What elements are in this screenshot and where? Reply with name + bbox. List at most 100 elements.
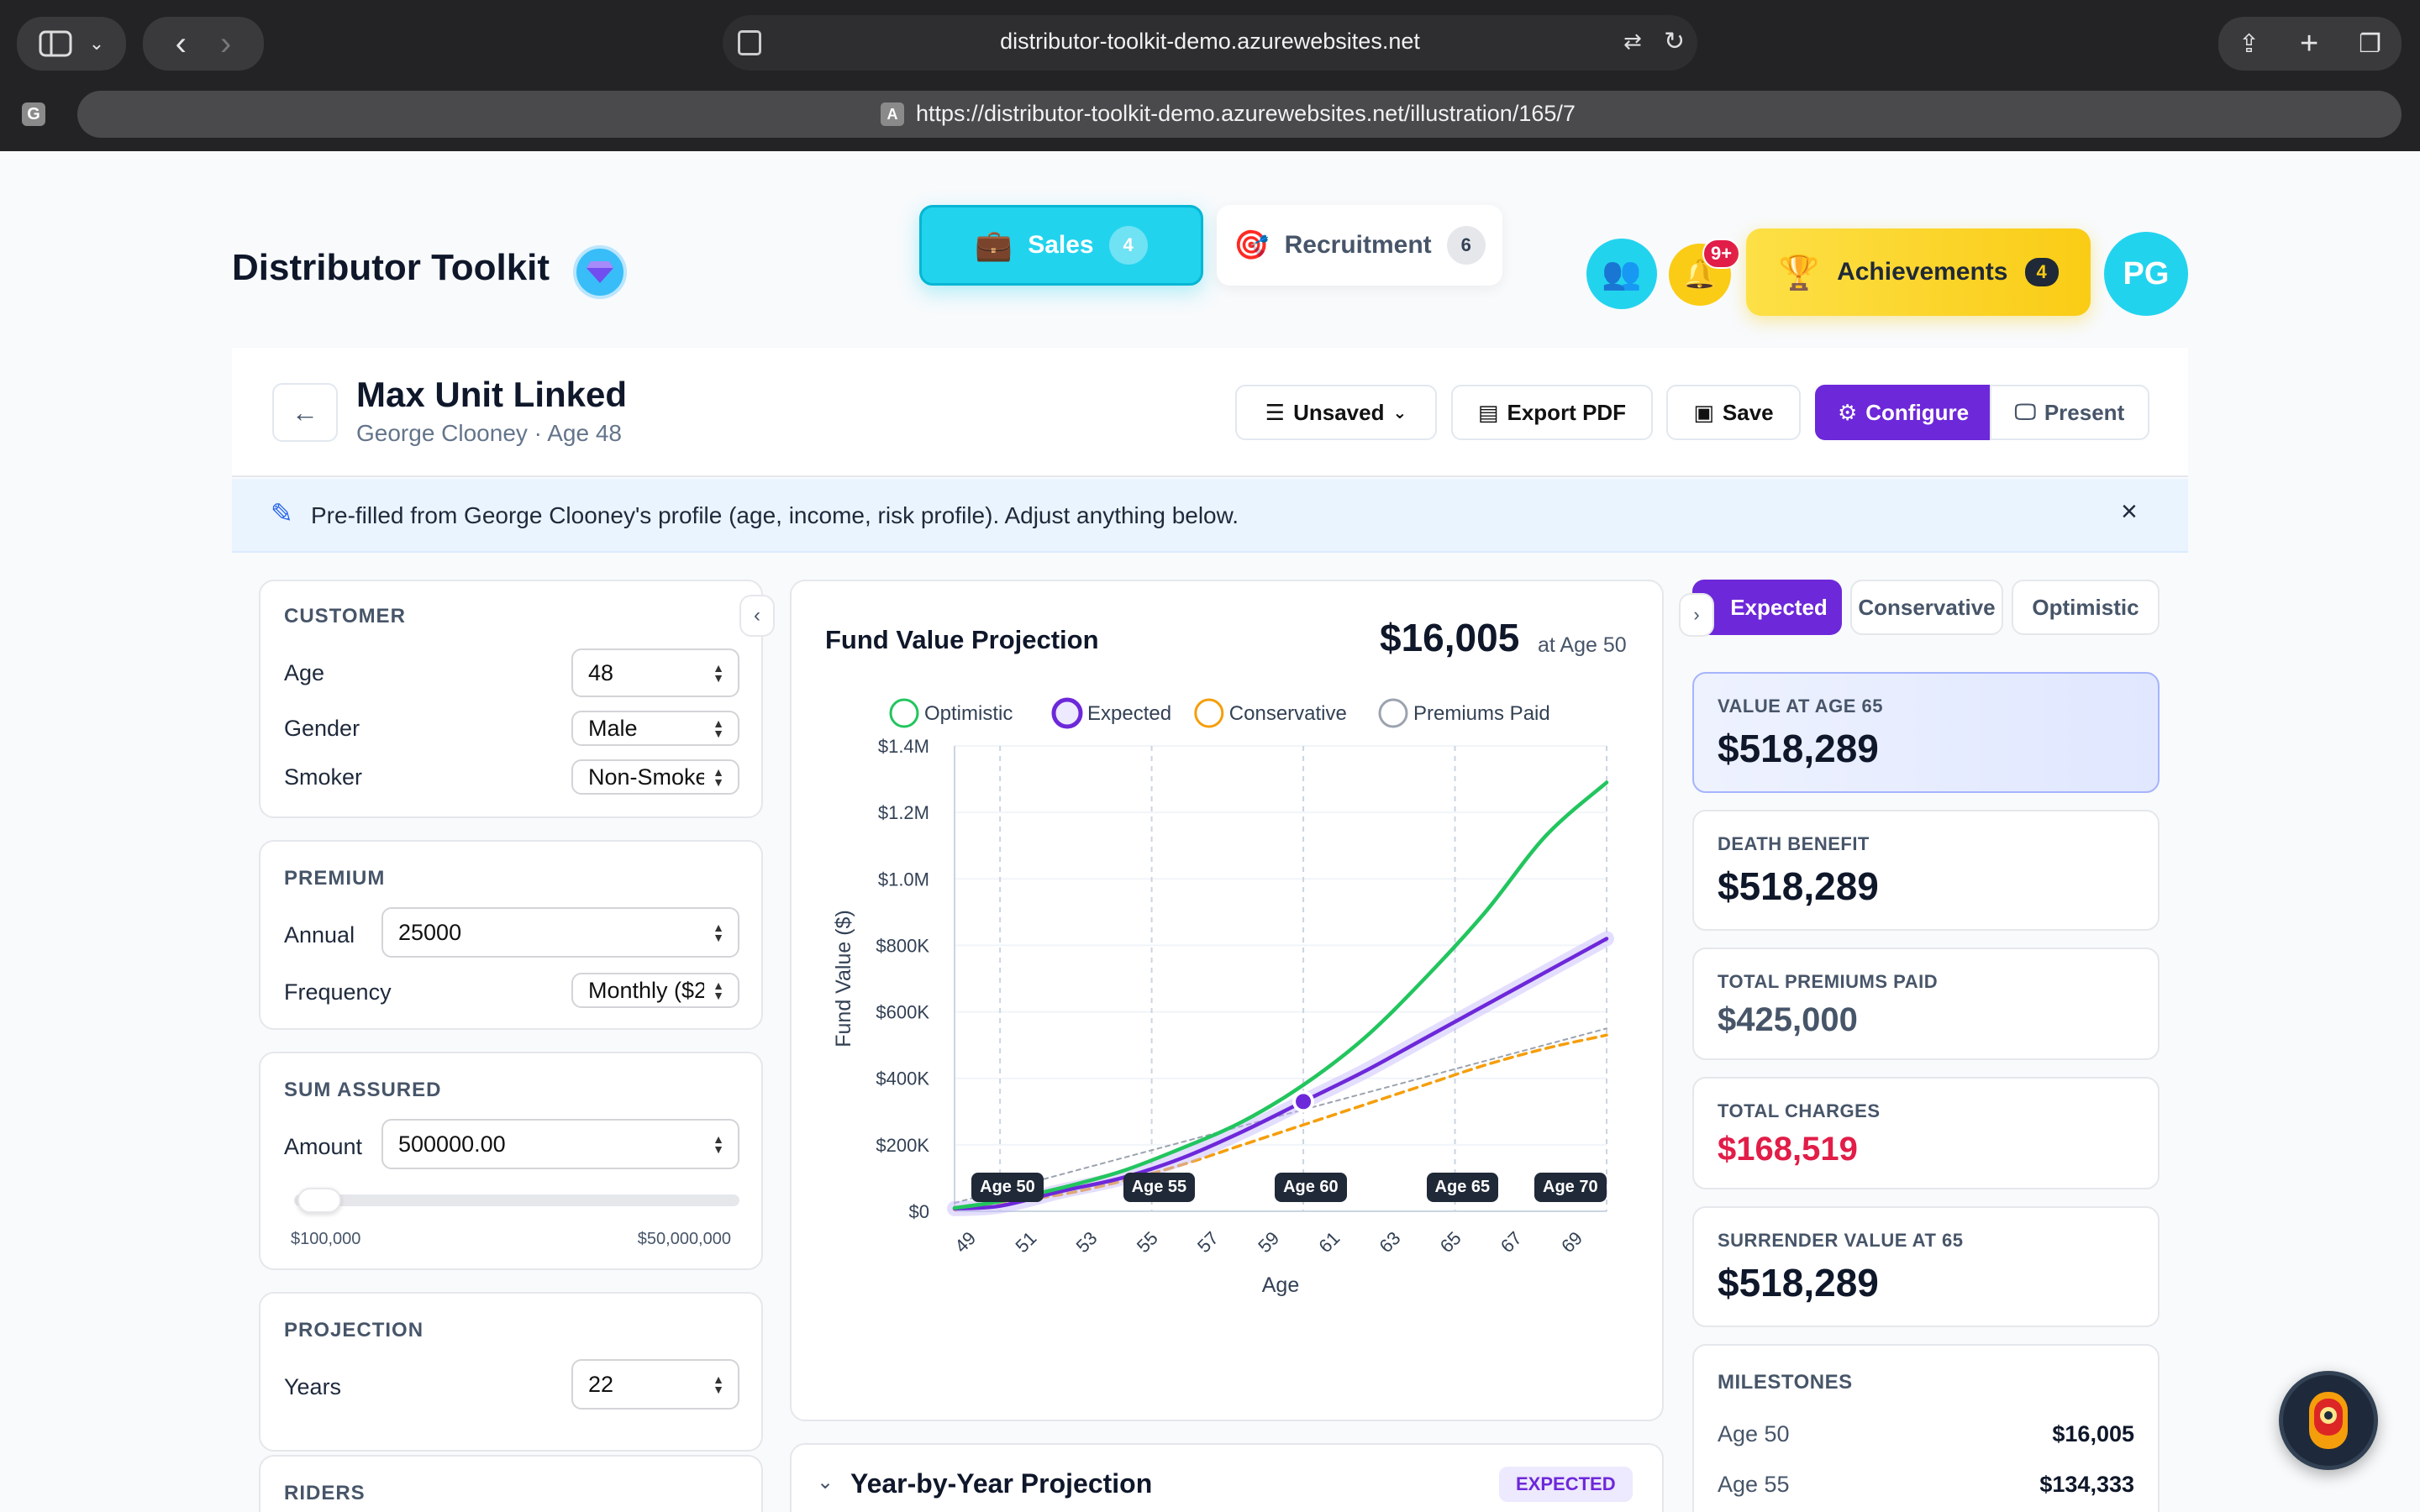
y-tick-label: $1.0M: [878, 869, 929, 890]
age-label: Age: [284, 660, 325, 685]
chart-title: Fund Value Projection: [825, 625, 1099, 654]
sidebar-toggle-button[interactable]: ⌄: [17, 17, 126, 71]
death-benefit-card: DEATH BENEFIT $518,289: [1692, 810, 2160, 931]
legend-item-premiums-paid[interactable]: Premiums Paid: [1378, 698, 1550, 728]
configure-button[interactable]: ⚙ Configure: [1815, 385, 1991, 440]
legend-swatch: [1051, 697, 1083, 729]
collapse-panel-button[interactable]: ‹: [739, 595, 775, 637]
trophy-icon: 🏆: [1778, 254, 1821, 291]
years-label: Years: [284, 1374, 342, 1399]
monitor-icon: 🖵: [2014, 399, 2036, 424]
customer-card: CUSTOMER Age 48 ▲ ▼ Gender Male ▲ ▼ Smoker N…: [259, 580, 763, 818]
customer-title: CUSTOMER: [284, 605, 406, 627]
new-tab-icon[interactable]: +: [2300, 25, 2319, 61]
legend-swatch: [1194, 698, 1224, 728]
address-bar[interactable]: distributor-toolkit-demo.azurewebsites.n…: [723, 15, 1697, 71]
series-line-premiums-paid: [954, 1027, 1607, 1205]
url-bar[interactable]: A https://distributor-toolkit-demo.azure…: [77, 91, 2402, 138]
frequency-select[interactable]: Monthly ($2,083)▲▼: [571, 973, 739, 1008]
achievements-count: 4: [2024, 258, 2059, 286]
years-input[interactable]: 22 ▲ ▼: [571, 1359, 739, 1410]
legend-swatch: [889, 698, 919, 728]
y-tick-label: $400K: [876, 1068, 929, 1089]
riders-title: RIDERS: [284, 1482, 366, 1504]
select-icon: ▲ ▼: [713, 765, 724, 789]
summary-label: DEATH BENEFIT: [1718, 833, 1870, 854]
scenario-tab-conservative[interactable]: Conservative: [1850, 580, 2003, 635]
assistant-bot-button[interactable]: [2279, 1371, 2378, 1470]
summary-value: $518,289: [1718, 864, 1879, 908]
sidebar-icon: [39, 30, 72, 57]
frequency-label: Frequency: [284, 979, 392, 1005]
annual-premium-input[interactable]: 25000 ▲ ▼: [381, 907, 739, 958]
legend-item-conservative[interactable]: Conservative: [1194, 698, 1347, 728]
share-icon[interactable]: ⇪: [2238, 29, 2260, 58]
legend-item-expected[interactable]: Expected: [1051, 697, 1171, 729]
translate-icon[interactable]: ⇄: [1623, 29, 1642, 54]
total-premiums-card: TOTAL PREMIUMS PAID $425,000: [1692, 948, 2160, 1060]
age-input[interactable]: 48 ▲ ▼: [571, 648, 739, 697]
series-line-expected: [952, 937, 1609, 1211]
full-url-text: https://distributor-toolkit-demo.azurewe…: [916, 101, 1576, 126]
milestone-value: $134,333: [2039, 1472, 2134, 1497]
chart-headline-suffix: at Age 50: [1538, 633, 1627, 657]
tabs-overview-icon[interactable]: ❐: [2359, 29, 2382, 58]
avatar[interactable]: PG: [2104, 232, 2188, 316]
amount-label: Amount: [284, 1134, 363, 1159]
stepper-icon[interactable]: ▲ ▼: [713, 1132, 724, 1156]
tab-sales[interactable]: 💼 Sales 4: [919, 205, 1203, 286]
tab-favicon[interactable]: G: [22, 102, 45, 126]
team-button[interactable]: 👥: [1586, 239, 1657, 309]
browser-chrome: ⌄ ‹ › distributor-toolkit-demo.azurewebs…: [0, 0, 2420, 151]
illustration-subtitle: George Clooney · Age 48: [356, 420, 622, 446]
slider-handle[interactable]: [297, 1188, 341, 1213]
milestones-card: MILESTONES Age 50 $16,005 Age 55 $134,33…: [1692, 1344, 2160, 1512]
select-icon: ▲ ▼: [713, 717, 724, 740]
legend-swatch: [1378, 698, 1408, 728]
summary-value: $518,289: [1718, 1261, 1879, 1305]
highlight-point[interactable]: [1292, 1090, 1315, 1113]
sum-assured-input[interactable]: 500000.00 ▲ ▼: [381, 1119, 739, 1169]
reload-icon[interactable]: ↻: [1664, 28, 1686, 55]
back-arrow-icon[interactable]: ‹: [175, 24, 187, 62]
legend-item-optimistic[interactable]: Optimistic: [889, 698, 1013, 728]
year-by-year-title: Year-by-Year Projection: [850, 1468, 1153, 1499]
sum-assured-title: SUM ASSURED: [284, 1079, 442, 1101]
x-tick-label: 61: [1314, 1227, 1344, 1257]
tab-recruitment-count: 6: [1446, 226, 1486, 265]
target-icon: 🎯: [1234, 229, 1270, 261]
projection-card: PROJECTION Years 22 ▲ ▼: [259, 1292, 763, 1452]
x-tick-label: 49: [950, 1227, 980, 1257]
tab-recruitment[interactable]: 🎯 Recruitment 6: [1217, 205, 1502, 286]
app-title: Distributor Toolkit: [232, 247, 550, 288]
save-button[interactable]: ▣ Save: [1666, 385, 1801, 440]
export-pdf-button[interactable]: ▤ Export PDF: [1451, 385, 1653, 440]
forward-arrow-icon[interactable]: ›: [220, 24, 232, 62]
summary-label: VALUE AT AGE 65: [1718, 696, 1883, 717]
present-button[interactable]: 🖵 Present: [1990, 385, 2149, 440]
close-icon[interactable]: ×: [2121, 496, 2138, 528]
achievements-label: Achievements: [1837, 258, 2008, 286]
stepper-icon[interactable]: ▲ ▼: [713, 921, 724, 944]
collapse-summary-button[interactable]: ›: [1679, 593, 1714, 637]
achievements-button[interactable]: 🏆 Achievements 4: [1746, 228, 2091, 316]
sum-assured-slider-track[interactable]: [294, 1194, 739, 1206]
robot-icon: [2309, 1392, 2348, 1449]
configure-label: Configure: [1865, 399, 1970, 425]
smoker-select[interactable]: Non-Smoker ▲ ▼: [571, 759, 739, 795]
chevron-right-icon: ›: [1693, 604, 1700, 625]
year-by-year-card[interactable]: ⌄ Year-by-Year Projection EXPECTED: [790, 1443, 1664, 1512]
unsaved-dropdown[interactable]: ☰ Unsaved ⌄: [1235, 385, 1437, 440]
milestone-value: $16,005: [2052, 1421, 2134, 1446]
legend-label: Expected: [1087, 702, 1171, 725]
scenario-badge: EXPECTED: [1499, 1467, 1633, 1502]
chevron-down-icon: ⌄: [1392, 403, 1407, 423]
gender-select[interactable]: Male ▲ ▼: [571, 711, 739, 746]
window-actions: ⇪ + ❐: [2218, 17, 2402, 71]
scenario-tab-optimistic[interactable]: Optimistic: [2012, 580, 2160, 635]
stepper-icon[interactable]: ▲ ▼: [713, 661, 724, 685]
stepper-icon[interactable]: ▲ ▼: [713, 1373, 724, 1396]
back-button[interactable]: ←: [272, 383, 338, 442]
scenario-tab-expected[interactable]: Expected: [1692, 580, 1842, 635]
legend-label: Premiums Paid: [1413, 702, 1550, 725]
